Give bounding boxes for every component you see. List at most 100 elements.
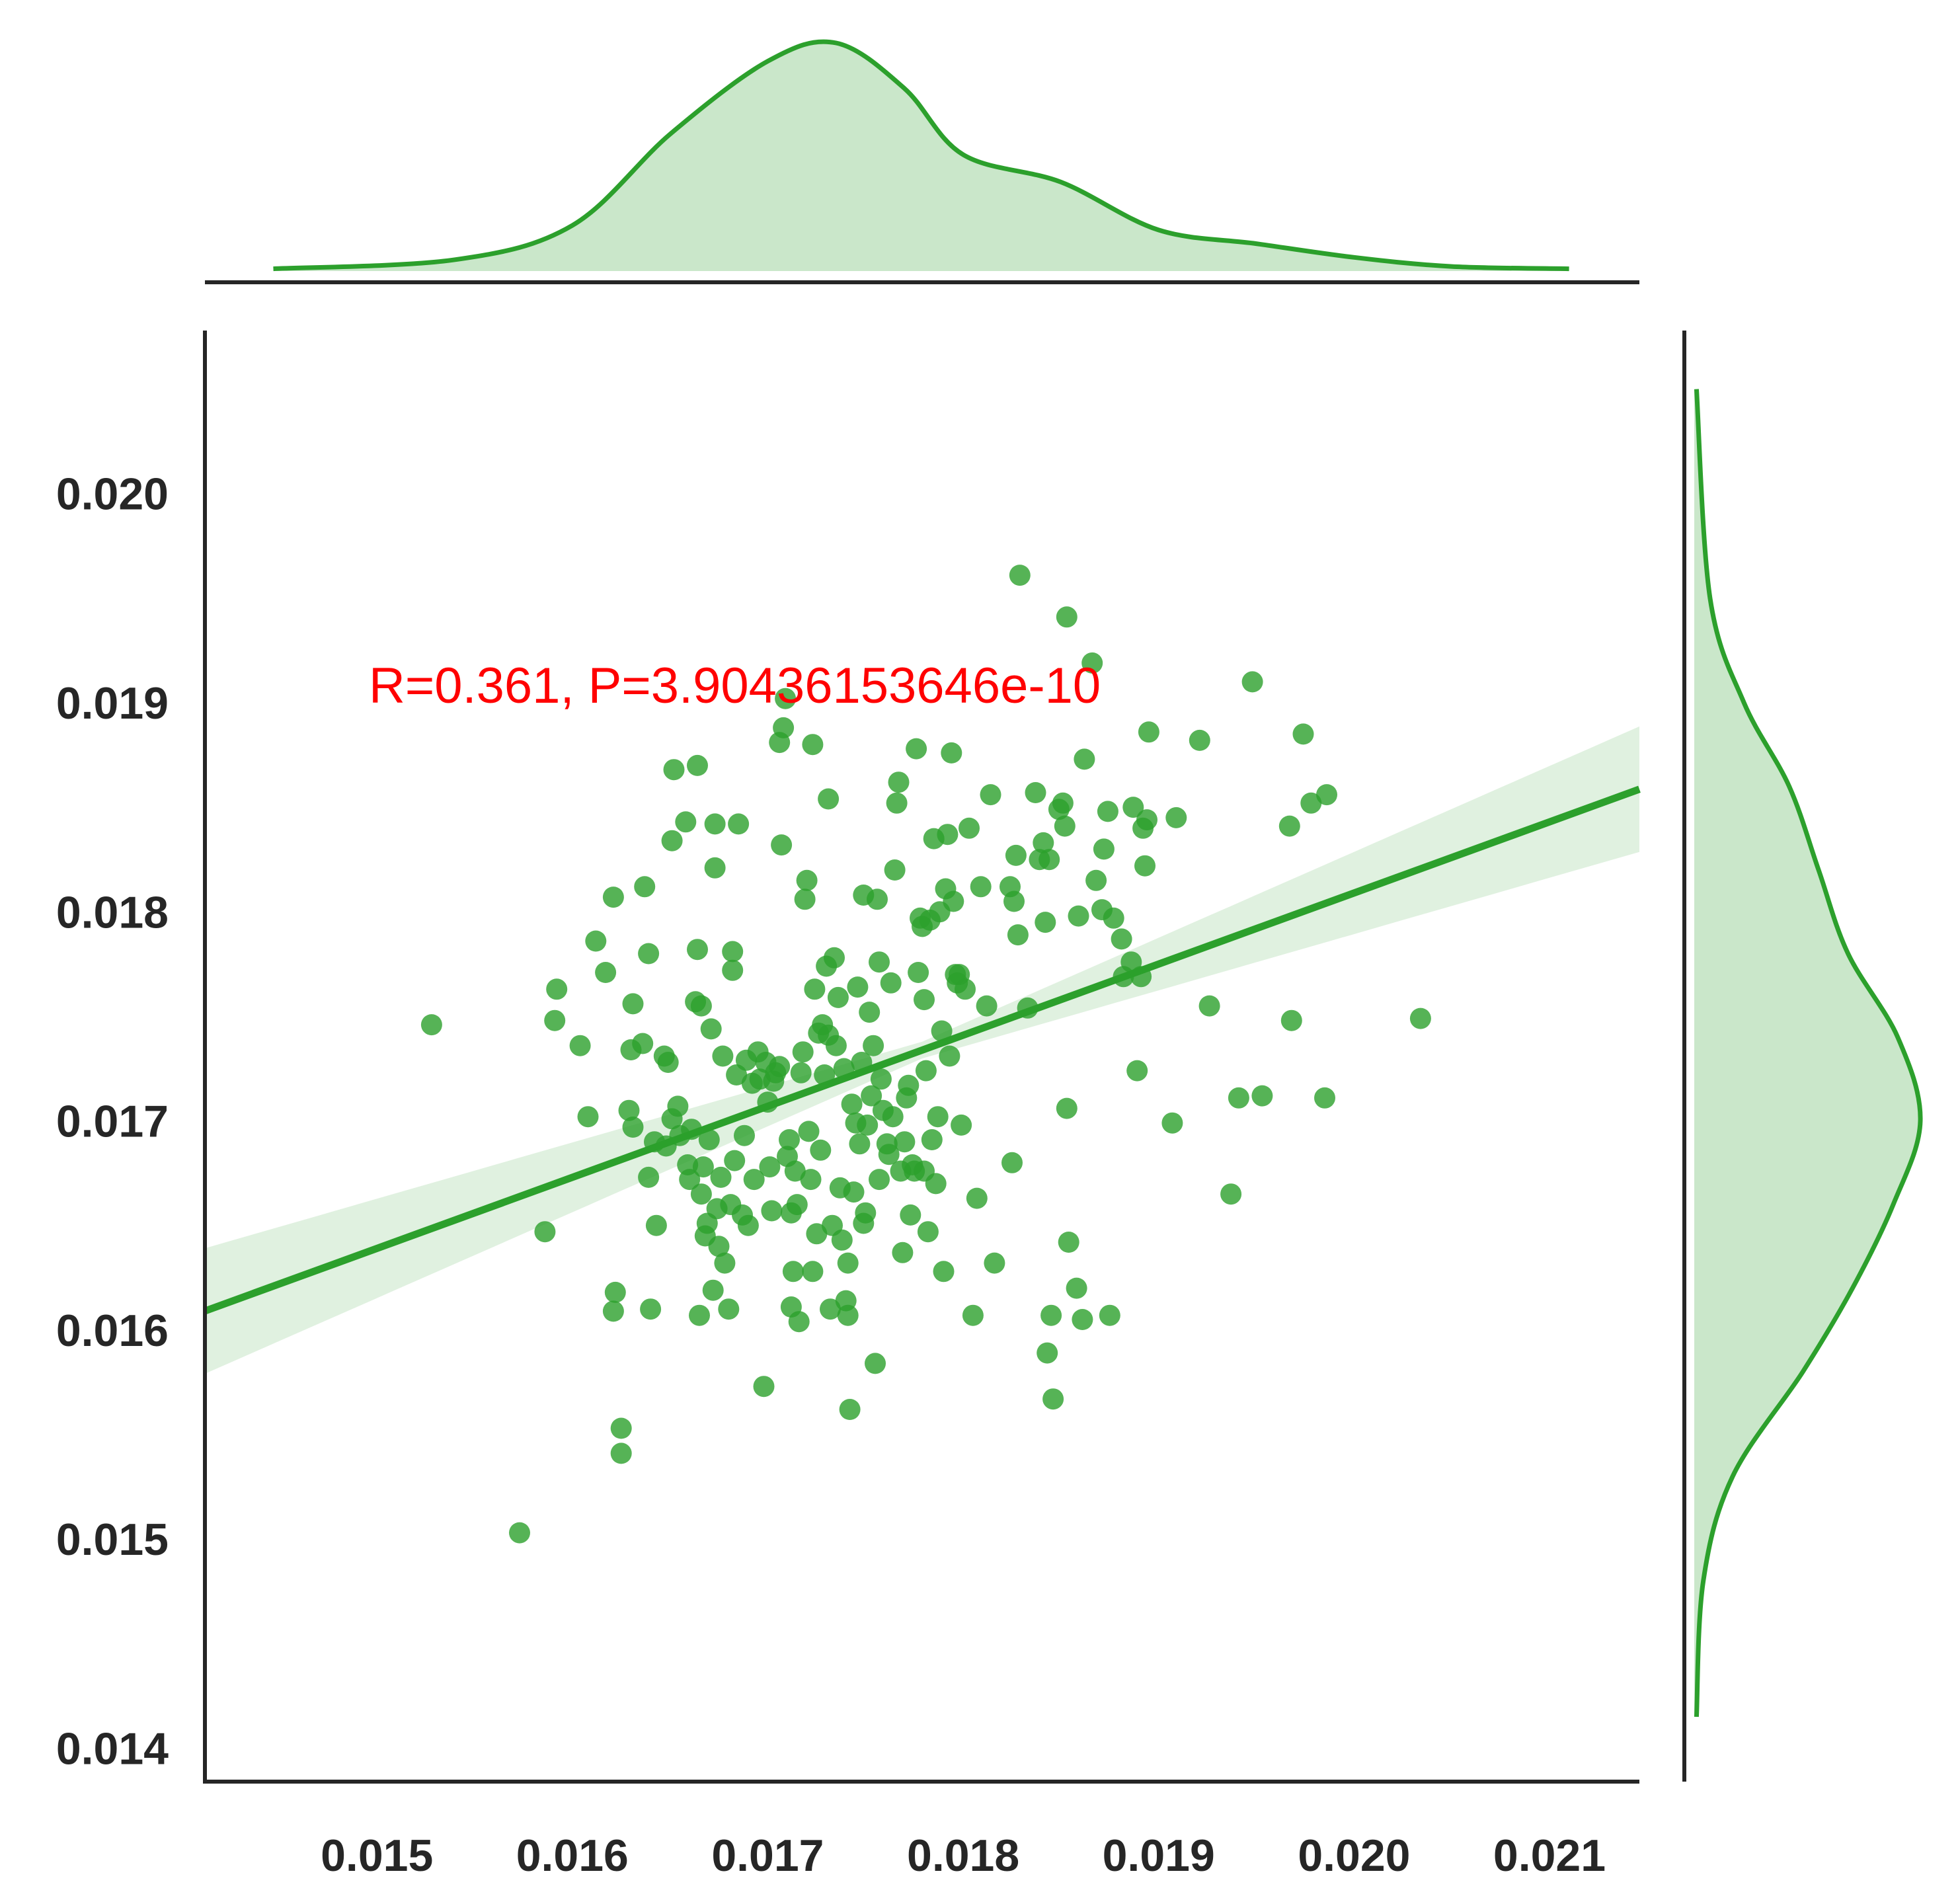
scatter-point bbox=[810, 1139, 832, 1161]
scatter-point bbox=[1007, 924, 1029, 946]
scatter-point bbox=[509, 1522, 530, 1544]
scatter-point bbox=[1300, 792, 1322, 814]
scatter-point bbox=[915, 1060, 937, 1082]
scatter-point bbox=[782, 1261, 804, 1282]
scatter-point bbox=[743, 1169, 765, 1191]
scatter-point bbox=[610, 1442, 632, 1464]
scatter-point bbox=[841, 1093, 863, 1115]
scatter-point bbox=[788, 1311, 810, 1333]
scatter-point bbox=[976, 995, 998, 1017]
scatter-point bbox=[908, 962, 929, 983]
scatter-point bbox=[775, 688, 797, 709]
scatter-point bbox=[1017, 997, 1039, 1019]
scatter-point bbox=[869, 1169, 890, 1191]
scatter-point bbox=[595, 962, 617, 983]
scatter-point bbox=[1126, 1060, 1148, 1082]
scatter-point bbox=[1134, 855, 1156, 877]
scatter-point bbox=[861, 1085, 882, 1107]
scatter-point bbox=[737, 1214, 759, 1236]
y-tick-label: 0.020 bbox=[56, 469, 169, 520]
scatter-point bbox=[851, 1052, 873, 1073]
y-tick-label: 0.018 bbox=[56, 887, 169, 937]
scatter-point bbox=[661, 830, 683, 851]
scatter-point bbox=[773, 717, 795, 738]
scatter-point bbox=[943, 890, 964, 912]
scatter-point bbox=[966, 1187, 988, 1209]
scatter-point bbox=[759, 1156, 781, 1178]
regression-layer bbox=[204, 726, 1641, 1374]
scatter-point bbox=[784, 1160, 806, 1182]
regression-line bbox=[204, 785, 1641, 1315]
scatter-point bbox=[1292, 723, 1314, 745]
scatter-point bbox=[690, 1183, 712, 1205]
scatter-point bbox=[884, 859, 906, 881]
scatter-point bbox=[933, 1261, 955, 1282]
scatter-point bbox=[941, 742, 962, 764]
y-tick-labels: 0.014 0.015 0.016 0.017 0.018 0.019 0.020 bbox=[56, 469, 169, 1774]
scatter-point bbox=[892, 1242, 914, 1263]
scatter-point bbox=[1035, 912, 1056, 933]
x-tick-labels: 0.015 0.016 0.017 0.018 0.019 0.020 0.021 bbox=[321, 1831, 1606, 1881]
scatter-point bbox=[927, 1106, 949, 1128]
scatter-point bbox=[1085, 869, 1107, 891]
scatter-point bbox=[794, 888, 816, 910]
scatter-point bbox=[849, 1133, 871, 1155]
scatter-point bbox=[951, 1114, 972, 1136]
axes bbox=[203, 331, 1639, 1784]
scatter-point bbox=[1278, 815, 1300, 837]
x-tick-label: 0.021 bbox=[1493, 1831, 1606, 1881]
x-tick-label: 0.018 bbox=[907, 1831, 1019, 1881]
scatter-point bbox=[1316, 784, 1337, 806]
scatter-point bbox=[962, 1304, 984, 1326]
scatter-point bbox=[1280, 1009, 1302, 1031]
scatter-point bbox=[1052, 792, 1074, 814]
scatter-point bbox=[865, 1353, 886, 1374]
scatter-point bbox=[1103, 907, 1124, 929]
scatter-point bbox=[724, 1150, 746, 1171]
scatter-point bbox=[1138, 721, 1159, 743]
scatter-point bbox=[1189, 729, 1210, 751]
scatter-point bbox=[786, 1194, 808, 1216]
scatter-point bbox=[814, 1064, 836, 1085]
scatter-point bbox=[1056, 606, 1078, 628]
scatter-point bbox=[1001, 1152, 1023, 1173]
scatter-point bbox=[722, 941, 744, 963]
scatter-point bbox=[769, 1056, 791, 1078]
scatter-point bbox=[569, 1035, 591, 1056]
scatter-point bbox=[800, 1169, 822, 1191]
scatter-point bbox=[1241, 671, 1263, 693]
scatter-point bbox=[618, 1099, 640, 1121]
scatter-point bbox=[1111, 928, 1132, 950]
scatter-point bbox=[622, 1117, 644, 1138]
scatter-point bbox=[820, 1298, 841, 1320]
x-tick-label: 0.015 bbox=[321, 1831, 433, 1881]
scatter-point bbox=[1093, 838, 1115, 860]
scatter-point bbox=[604, 1281, 626, 1303]
scatter-point bbox=[640, 1298, 662, 1320]
scatter-point bbox=[898, 1074, 920, 1096]
scatter-point bbox=[1025, 782, 1046, 803]
scatter-point bbox=[757, 1091, 779, 1113]
marginal-x-fill bbox=[273, 42, 1569, 271]
scatter-point bbox=[622, 993, 644, 1015]
scatter-point bbox=[1136, 809, 1157, 831]
scatter-point bbox=[689, 1304, 710, 1326]
scatter-point bbox=[704, 857, 726, 879]
scatter-point bbox=[818, 788, 840, 810]
scatter-point bbox=[906, 738, 927, 760]
scatter-point bbox=[690, 995, 712, 1017]
scatter-point bbox=[632, 1033, 654, 1054]
scatter-point bbox=[855, 1202, 877, 1224]
scatter-point bbox=[837, 1304, 859, 1326]
scatter-point bbox=[792, 1041, 814, 1063]
scatter-point bbox=[718, 1298, 740, 1320]
scatter-point bbox=[585, 930, 607, 952]
scatter-point bbox=[1054, 815, 1076, 837]
scatter-point bbox=[867, 888, 888, 910]
scatter-point bbox=[1056, 1097, 1078, 1119]
scatter-point bbox=[657, 1052, 679, 1073]
scatter-points bbox=[420, 565, 1431, 1544]
scatter-point bbox=[806, 1223, 828, 1245]
scatter-point bbox=[827, 986, 849, 1008]
scatter-point bbox=[692, 1156, 714, 1178]
